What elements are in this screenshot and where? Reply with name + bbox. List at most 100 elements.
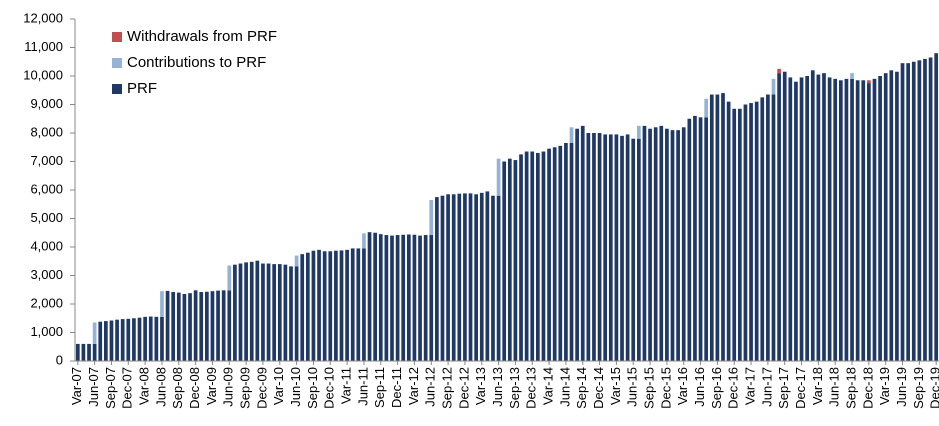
bar-segment — [681, 127, 686, 361]
legend-swatch — [112, 58, 122, 68]
bar-segment — [126, 318, 131, 361]
x-tick-label: Dec-12 — [456, 367, 471, 409]
x-tick-label: Var-12 — [406, 367, 421, 405]
x-tick-label: Sep-07 — [103, 367, 118, 409]
bar-segment — [827, 77, 832, 362]
bar-segment — [704, 98, 709, 118]
x-tick-label: Dec-07 — [120, 367, 135, 409]
bar-segment — [777, 68, 781, 74]
x-tick-label: Dec-17 — [793, 367, 808, 409]
bar-segment — [642, 125, 647, 361]
x-tick-label: Sep-19 — [911, 367, 926, 409]
bar-segment — [305, 252, 310, 361]
x-tick-label: Dec-18 — [860, 367, 875, 409]
x-tick-label: Var-18 — [810, 367, 825, 405]
bar-segment — [75, 343, 80, 361]
bar-segment — [665, 128, 669, 361]
x-tick-label: Var-07 — [69, 367, 84, 405]
legend-label: Contributions to PRF — [127, 54, 266, 71]
bar-segment — [435, 197, 439, 361]
bar-segment — [799, 77, 804, 362]
bar-segment — [244, 262, 248, 361]
bar-segment — [277, 264, 282, 361]
x-tick-label: Jun-13 — [490, 367, 505, 407]
bar-segment — [378, 234, 383, 361]
legend-label: Withdrawals from PRF — [127, 28, 277, 45]
bar-segment — [670, 130, 675, 361]
bar-segment — [317, 249, 321, 361]
bar-segment — [519, 154, 523, 361]
x-tick-label: Jun-10 — [288, 367, 303, 407]
bar-segment — [289, 266, 293, 361]
y-tick-label: 11,000 — [24, 39, 63, 54]
bar-segment — [311, 250, 316, 361]
legend-label: PRF — [127, 80, 157, 97]
bar-segment — [350, 248, 355, 361]
bar-segment — [580, 125, 585, 361]
x-tick-label: Dec-15 — [658, 367, 673, 409]
y-tick-label: 12,000 — [23, 10, 63, 25]
x-tick-label: Jun-07 — [86, 367, 101, 407]
bar-segment — [193, 290, 198, 361]
bar-segment — [530, 151, 535, 361]
bar-segment — [648, 128, 652, 361]
bar-segment — [109, 320, 114, 361]
bar-segment — [608, 134, 613, 361]
bar-segment — [794, 81, 798, 361]
bar-segment — [564, 142, 568, 361]
x-tick-label: Jun-12 — [423, 367, 438, 407]
x-tick-label: Jun-17 — [759, 367, 774, 407]
bar-segment — [911, 61, 916, 361]
x-tick-label: Sep-18 — [843, 367, 858, 409]
x-tick-label: Sep-15 — [642, 367, 657, 409]
bar-segment — [266, 263, 271, 361]
x-tick-label: Var-11 — [339, 367, 354, 404]
bar-segment — [721, 93, 725, 361]
bar-segment — [423, 235, 428, 361]
bar-segment — [592, 133, 596, 361]
bar-segment — [732, 108, 737, 362]
x-tick-label: Sep-11 — [372, 367, 387, 408]
y-tick-label: 3,000 — [30, 267, 63, 282]
bar-segment — [704, 117, 709, 361]
bar-segment — [569, 142, 574, 361]
bar-segment — [766, 94, 770, 362]
bar-segment — [87, 343, 91, 361]
bar-segment — [788, 77, 793, 362]
bar-segment — [176, 292, 181, 361]
bar-segment — [810, 70, 815, 362]
bar-segment — [429, 235, 434, 361]
bar-segment — [895, 71, 899, 361]
y-tick-label: 8,000 — [30, 124, 63, 139]
bar-segment — [850, 73, 854, 79]
y-tick-label: 7,000 — [30, 153, 63, 168]
bar-segment — [782, 71, 787, 361]
bar-segment — [362, 248, 366, 361]
bar-segment — [384, 235, 389, 361]
x-tick-label: Jun-16 — [692, 367, 707, 407]
bar-segment — [199, 292, 204, 361]
bar-segment — [373, 232, 378, 361]
bar-segment — [496, 158, 501, 196]
bar-segment — [412, 234, 417, 361]
bar-segment — [294, 255, 299, 267]
x-tick-label: Sep-09 — [238, 367, 253, 409]
bar-segment — [446, 194, 450, 361]
y-tick-label: 6,000 — [30, 181, 63, 196]
bar-segment — [485, 191, 490, 361]
bar-segment — [934, 53, 939, 361]
bar-segment — [92, 343, 97, 361]
bar-segment — [754, 101, 759, 362]
bar-segment — [687, 118, 692, 361]
bar-segment — [777, 73, 781, 362]
x-tick-label: Dec-14 — [591, 367, 606, 409]
bar-segment — [322, 251, 327, 361]
bar-segment — [636, 125, 641, 139]
bar-segment — [569, 127, 574, 143]
bar-segment — [143, 316, 147, 361]
x-tick-label: Var-09 — [204, 367, 219, 405]
bar-segment — [816, 74, 821, 361]
bar-segment — [844, 78, 849, 361]
bar-segment — [227, 290, 232, 361]
bar-segment — [367, 232, 372, 361]
